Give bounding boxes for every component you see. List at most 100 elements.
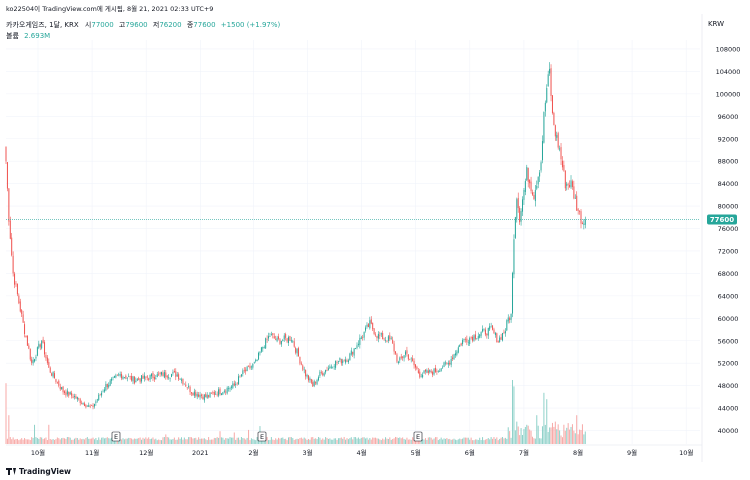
candle-body [262, 346, 264, 349]
volume-bar [75, 437, 77, 444]
volume-bar [377, 438, 379, 444]
volume-bar [188, 437, 190, 444]
candle-body [369, 320, 371, 329]
volume-bar [434, 437, 436, 444]
volume-bar [466, 437, 468, 444]
volume-bar [198, 437, 200, 444]
volume-bar [93, 439, 95, 444]
volume-bar [523, 429, 525, 444]
candle-body [98, 394, 100, 400]
volume-bar [300, 437, 302, 444]
last-price-value: 77600 [710, 216, 734, 224]
candle-body [91, 405, 93, 406]
x-tick-label: 7월 [519, 448, 529, 457]
candle-body [313, 381, 315, 386]
earnings-marker-icon[interactable]: E [257, 431, 267, 442]
volume-bar [437, 440, 439, 444]
y-tick-label: 68000 [718, 270, 739, 278]
volume-bar [540, 438, 542, 444]
candle-body [65, 392, 67, 396]
candle-body [249, 365, 251, 369]
volume-bar [522, 434, 524, 444]
tradingview-logo-icon[interactable] [6, 468, 16, 475]
volume-bar [95, 437, 97, 444]
candle-body [113, 376, 115, 378]
price-axis[interactable]: 108000 104000 100000 96000 92000 88000 84000 80… [6, 14, 740, 462]
candle-body [88, 405, 90, 407]
candle-body [380, 333, 382, 335]
candle-body [437, 370, 439, 372]
volume-bar [35, 437, 37, 444]
volume-bars [5, 380, 586, 444]
candle-body [414, 364, 416, 368]
volume-bar [79, 438, 81, 444]
candle-body [406, 350, 408, 354]
volume-bar [118, 439, 120, 444]
candle-body [279, 339, 281, 344]
volume-bar [190, 437, 192, 444]
volume-bar [286, 440, 288, 444]
volume-bar [393, 438, 395, 444]
candle-body [522, 199, 524, 212]
volume-bar [292, 438, 294, 444]
candle-body [469, 338, 471, 344]
volume-bar [182, 439, 184, 444]
volume-bar [399, 437, 401, 444]
candle-body [198, 394, 200, 397]
earnings-marker-icon[interactable]: E [413, 431, 423, 442]
volume-bar [128, 437, 130, 444]
candle-body [243, 370, 245, 371]
volume-bar [103, 438, 105, 444]
time-axis[interactable]: 10월 11월 12월 2021 2월 3월 4월 5월 6월 7월 8월 9월 10월 [31, 448, 693, 457]
volume-bar [363, 437, 365, 444]
volume-bar [320, 439, 322, 444]
volume-bar [248, 429, 250, 444]
candle-body [440, 368, 442, 372]
volume-bar [322, 438, 324, 444]
candle-body [146, 376, 148, 378]
volume-bar [34, 424, 36, 444]
candle-body [343, 360, 345, 362]
volume-bar [407, 439, 409, 444]
x-tick-label: 9월 [627, 448, 637, 457]
candle-body [265, 338, 267, 349]
y-tick-label: 88000 [718, 158, 739, 166]
volume-bar [472, 440, 474, 444]
candle-body [19, 301, 21, 312]
candle-body [302, 365, 304, 370]
x-tick-label: 4월 [357, 448, 367, 457]
candle-body [126, 377, 128, 379]
volume-bar [546, 399, 548, 444]
candle-body [206, 394, 208, 399]
volume-bar [537, 425, 539, 444]
volume-bar [249, 440, 251, 444]
volume-bar [424, 438, 426, 444]
volume-bar [178, 437, 180, 444]
earnings-marker-icon[interactable]: E [111, 431, 121, 442]
volume-bar [467, 437, 469, 444]
volume-bar [520, 428, 522, 444]
candle-body [470, 336, 472, 338]
candle-body [570, 180, 572, 188]
candle-body [464, 339, 466, 340]
candle-body [312, 382, 314, 387]
candle-body [540, 162, 542, 171]
candle-body [581, 223, 583, 225]
volume-bar [527, 425, 529, 444]
candle-body [99, 394, 101, 396]
candle-body [193, 391, 195, 396]
volume-bar [330, 439, 332, 444]
candle-body [46, 357, 48, 363]
candle-body [579, 211, 581, 212]
volume-bar [51, 439, 53, 444]
volume-bar [422, 439, 424, 444]
y-tick-label: 96000 [718, 113, 739, 121]
candle-body [573, 186, 575, 199]
candle-body [416, 366, 418, 370]
volume-bar [296, 438, 298, 444]
volume-bar [153, 439, 155, 444]
candle-body [446, 363, 448, 364]
symbol-name: 카카오게임즈, 1달, KRX [6, 21, 79, 29]
